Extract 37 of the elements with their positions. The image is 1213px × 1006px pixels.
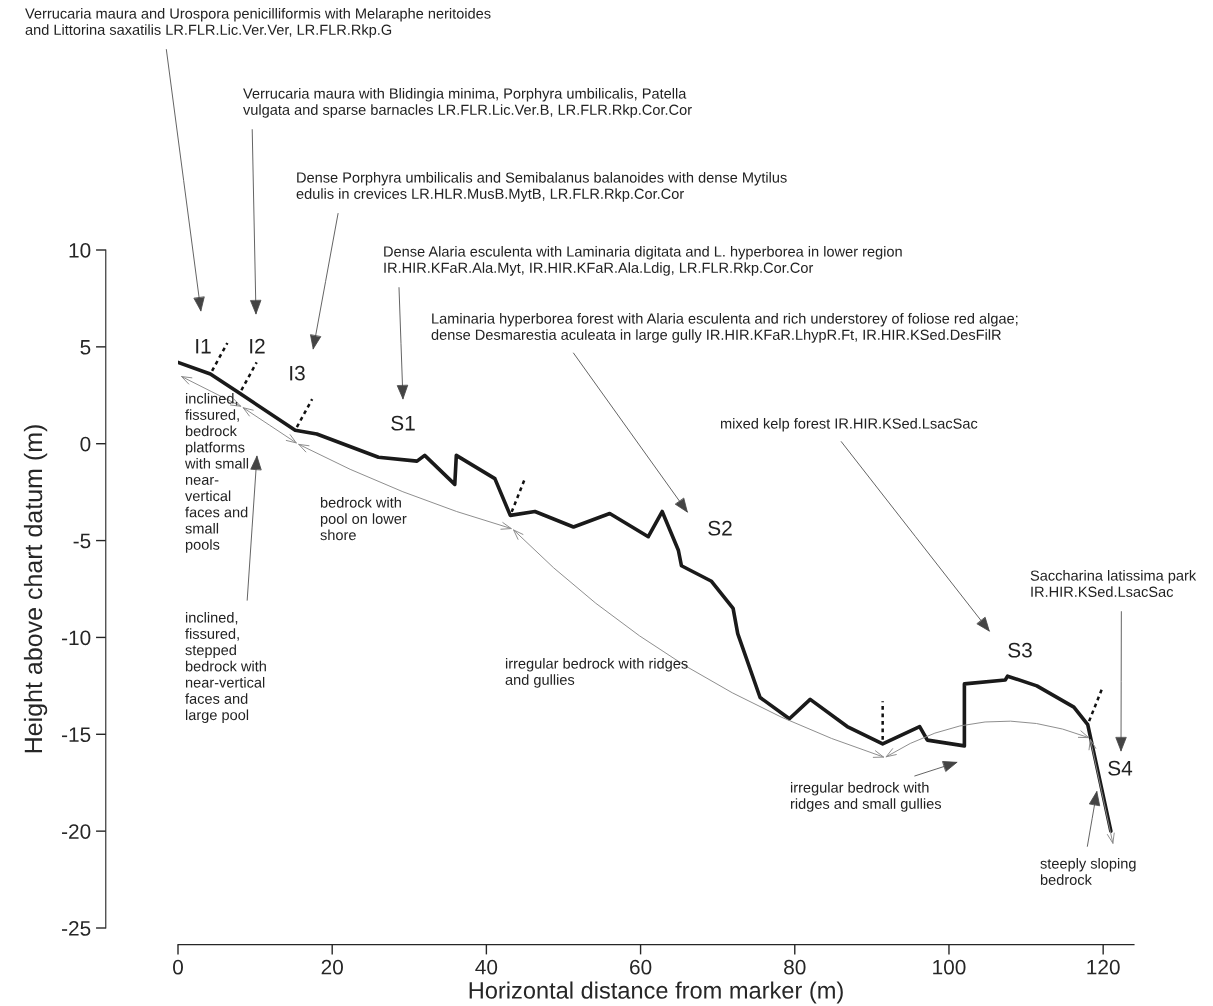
x-tick-label: 100 bbox=[933, 959, 966, 975]
y-tick-label: -20 bbox=[62, 824, 91, 839]
annotation: I3 bbox=[290, 365, 305, 381]
text: Dense Porphyra umbilicalis and Semibalanus balanoides with dense Mytilus edulis in crevices LR.HLR.MusB.MytB, LR.FLR.Rkp.Cor.Cor bbox=[296, 172, 787, 202]
y-tick-label: -25 bbox=[62, 921, 91, 936]
annotation: I1 bbox=[196, 339, 211, 354]
x-tick-label: 40 bbox=[475, 959, 498, 975]
x-tick-label: 20 bbox=[321, 959, 343, 975]
x-axis-title: Horizontal distance from marker (m) bbox=[469, 981, 843, 1004]
annotation: Dense Alaria esculenta with Laminaria digitata and L. hyperborea in lower region IR.HIR.KFaR.Ala.Myt, IR.HIR.KFaR.Ala.Ldig, LR.FLR.Rkp.Cor.Cor bbox=[384, 246, 902, 276]
text: Verrucaria maura and Urospora penicilliformis with Melaraphe neritoides and Littorina saxatilis LR.FLR.Lic.Ver.Ver, LR.FLR.Rkp.G bbox=[25, 8, 491, 38]
text: inclined, fissured, bedrock platforms with small near- vertical faces and small pools bbox=[184, 393, 249, 553]
annotation: inclined, fissured, stepped bedrock with near-vertical faces and large pool bbox=[185, 612, 266, 724]
annotation: I2 bbox=[250, 338, 265, 354]
x-tick-label: 60 bbox=[630, 959, 652, 975]
text: Verrucaria maura with Blidingia minima, Porphyra umbilicalis, Patella vulgata and sparse barnacles LR.FLR.Lic.Ver.B, LR.FLR.Rkp.Cor.Cor bbox=[243, 88, 692, 118]
y-tick-label: -10 bbox=[62, 630, 91, 646]
annotation: S3 bbox=[1008, 642, 1032, 658]
y-tick-label: 0 bbox=[80, 436, 91, 452]
annotation: S1 bbox=[391, 415, 415, 431]
y-tick-label: 10 bbox=[69, 243, 91, 258]
annotation: mixed kelp forest IR.HIR.KSed.LsacSac bbox=[720, 418, 978, 432]
annotation: irregular bedrock with ridges and gullies bbox=[505, 658, 688, 688]
y-tick-label: -5 bbox=[73, 533, 91, 549]
x-tick-label: 80 bbox=[784, 959, 806, 975]
annotation: S4 bbox=[1108, 760, 1133, 776]
y-tick-label: 5 bbox=[80, 340, 91, 355]
x-tick-label: 0 bbox=[173, 959, 183, 975]
annotation: S2 bbox=[708, 520, 732, 536]
annotation: steeply sloping bedrock bbox=[1040, 858, 1136, 885]
x-tick-label: 120 bbox=[1087, 959, 1120, 975]
annotation: Saccharina latissima park IR.HIR.KSed.LsacSac bbox=[1030, 570, 1197, 597]
annotation: irregular bedrock with ridges and small gullies bbox=[790, 782, 942, 812]
annotation: bedrock with pool on lower shore bbox=[320, 497, 407, 541]
y-axis-title: Height above chart datum (m) bbox=[23, 425, 48, 753]
y-tick-label: -15 bbox=[62, 727, 91, 743]
annotation: Laminaria hyperborea forest with Alaria esculenta and rich understorey of foliose red algae; dense Desmarestia aculeata in large gully IR.HIR.KFaR.LhypR.Ft, IR.HIR.KSed.DesFilR bbox=[431, 313, 1018, 343]
